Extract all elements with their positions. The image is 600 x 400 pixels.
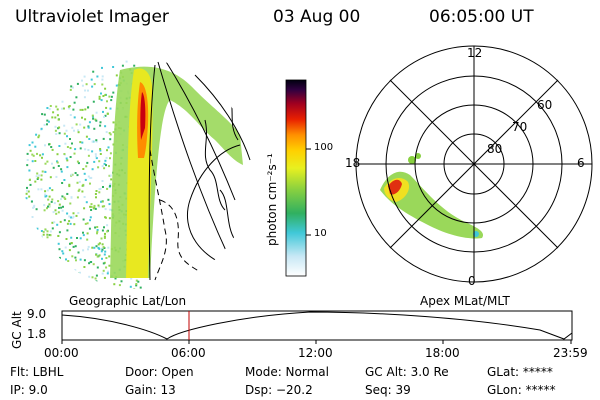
gcalt-info: GC Alt: 3.0 Re: [365, 365, 449, 379]
left-panel-title: Geographic Lat/Lon: [69, 294, 187, 308]
polar-plot: [355, 45, 593, 283]
colorbar: [285, 79, 307, 277]
colorbar-label-10: 10: [314, 228, 327, 239]
mlt-label-18: 18: [345, 156, 361, 170]
mode-info: Mode: Normal: [245, 365, 329, 379]
right-panel-title: Apex MLat/MLT: [420, 294, 510, 308]
altitude-ymin: 1.8: [27, 327, 47, 341]
altitude-ylabel: GC Alt: [10, 311, 24, 349]
mlt-label-6: 6: [577, 156, 585, 170]
map-lines: [148, 59, 251, 281]
polar-diagonal: [389, 79, 559, 249]
time-tick-label: 23:59: [553, 346, 588, 360]
mlt-label-0: 0: [468, 274, 476, 288]
glon-info: GLon: *****: [487, 383, 556, 397]
glat-info: GLat: *****: [487, 365, 553, 379]
lat-label-70: 70: [512, 120, 528, 134]
date-label: 03 Aug 00: [273, 7, 361, 27]
time-tick-label: 06:00: [171, 346, 206, 360]
altitude-curve: [61, 311, 573, 340]
ip-info: IP: 9.0: [10, 383, 48, 397]
door-info: Door: Open: [125, 365, 194, 379]
lat-label-60: 60: [537, 98, 553, 112]
altitude-plot: [61, 310, 573, 344]
instrument-title: Ultraviolet Imager: [15, 7, 169, 27]
polar-spot: [408, 156, 416, 164]
seq-info: Seq: 39: [365, 383, 411, 397]
altitude-frame: [61, 310, 573, 341]
time-label: 06:05:00 UT: [429, 7, 534, 27]
auroral-arc-core: [140, 92, 146, 140]
time-tick-label: 00:00: [44, 346, 79, 360]
time-tick-label: 18:00: [425, 346, 460, 360]
geographic-image: [25, 59, 251, 289]
flt-info: Flt: LBHL: [10, 365, 64, 379]
lat-label-80: 80: [487, 142, 503, 156]
gain-info: Gain: 13: [125, 383, 176, 397]
time-tick-label: 12:00: [298, 346, 333, 360]
polar-spot: [415, 153, 421, 159]
mlt-label-12: 12: [467, 46, 483, 60]
polar-aurora-bright: [388, 179, 402, 195]
altitude-ymax: 9.0: [27, 307, 47, 321]
colorbar-label-100: 100: [314, 142, 334, 153]
dsp-info: Dsp: −20.2: [245, 383, 313, 397]
colorbar-unit-label: photon cm⁻²s⁻¹: [265, 153, 279, 246]
